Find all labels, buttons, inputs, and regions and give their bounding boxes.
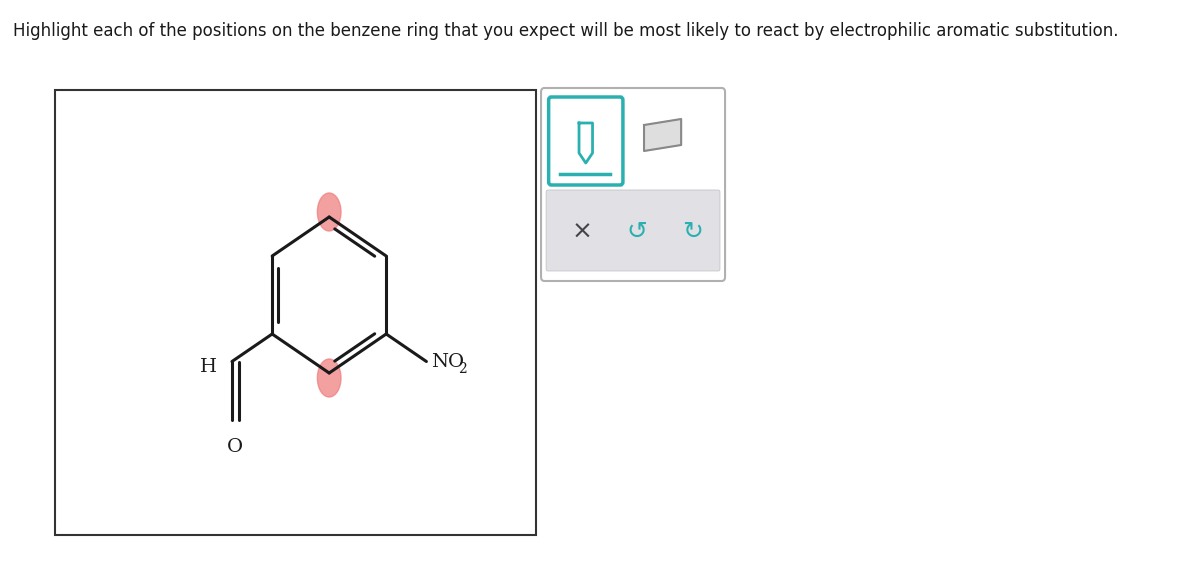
Text: NO: NO xyxy=(431,353,463,370)
Ellipse shape xyxy=(317,193,341,231)
FancyBboxPatch shape xyxy=(548,97,623,185)
Text: ×: × xyxy=(572,220,593,244)
Polygon shape xyxy=(644,119,682,151)
FancyBboxPatch shape xyxy=(541,88,725,281)
Bar xyxy=(55,90,536,535)
FancyBboxPatch shape xyxy=(546,190,720,271)
Text: H: H xyxy=(199,357,217,375)
Text: 2: 2 xyxy=(457,361,467,375)
Ellipse shape xyxy=(317,359,341,397)
Text: ↻: ↻ xyxy=(682,220,703,244)
Text: Highlight each of the positions on the benzene ring that you expect will be most: Highlight each of the positions on the b… xyxy=(13,22,1118,40)
Text: ↺: ↺ xyxy=(626,220,648,244)
Text: O: O xyxy=(227,437,244,456)
